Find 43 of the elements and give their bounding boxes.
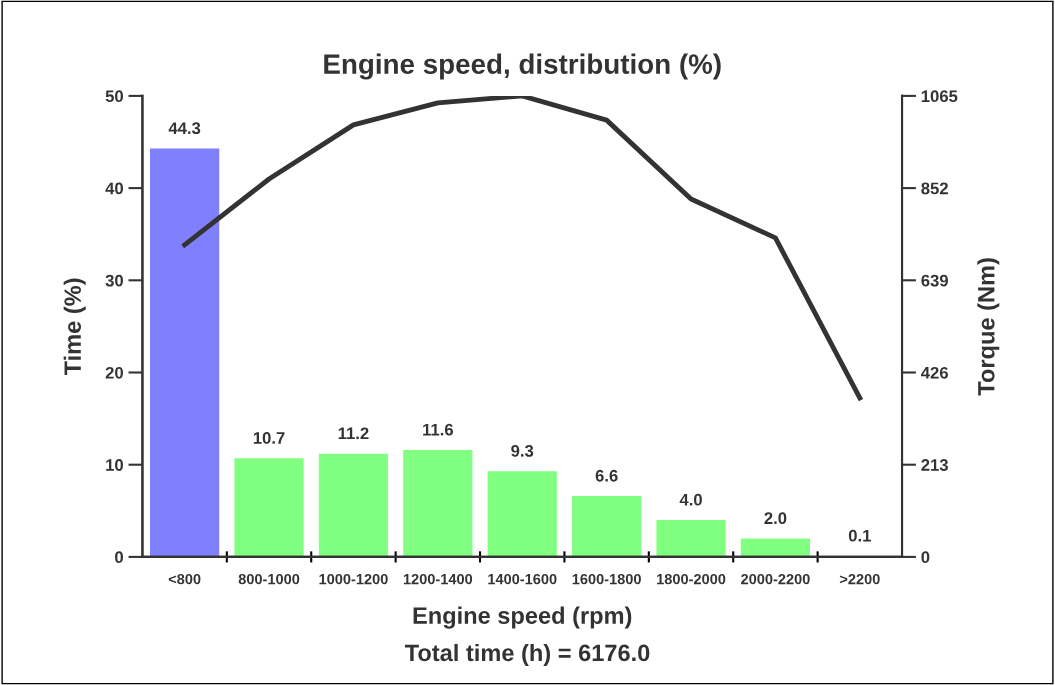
bar bbox=[150, 148, 220, 557]
bar bbox=[403, 449, 473, 557]
x-tick-label: >2200 bbox=[839, 573, 880, 585]
x-tick-label: 1000-1200 bbox=[319, 573, 388, 585]
bar bbox=[656, 520, 726, 557]
x-tick-label: 1600-1800 bbox=[572, 573, 641, 585]
x-tick-label: 2000-2200 bbox=[741, 573, 810, 585]
x-tick-label: <800 bbox=[168, 573, 201, 585]
y2-tick-label: 639 bbox=[921, 274, 948, 287]
x-tick-label: 1800-2000 bbox=[657, 573, 726, 585]
y-axis-title: Time (%) bbox=[63, 278, 86, 376]
chart-title: Engine speed, distribution (%) bbox=[324, 53, 721, 80]
y2-tick-label: 852 bbox=[921, 182, 948, 195]
x-tick-label: 1400-1600 bbox=[488, 573, 557, 585]
data-label: 44.3 bbox=[168, 122, 201, 135]
bar bbox=[740, 538, 811, 557]
y-tick-label: 50 bbox=[105, 90, 123, 103]
bar bbox=[318, 453, 389, 557]
x-axis-title: Engine speed (rpm) bbox=[413, 606, 632, 629]
y-tick-label: 30 bbox=[105, 274, 123, 287]
x-tick-label: 800-1000 bbox=[238, 573, 300, 585]
bar bbox=[572, 496, 642, 557]
y-tick-label: 20 bbox=[105, 366, 123, 379]
y2-tick-label: 1065 bbox=[921, 90, 958, 103]
y2-axis-title: Torque (Nm) bbox=[977, 258, 1000, 396]
y-tick-label: 0 bbox=[115, 551, 123, 564]
y-tick-label: 10 bbox=[106, 459, 123, 471]
x-tick-label: 1200-1400 bbox=[403, 573, 473, 585]
data-label: 4.0 bbox=[679, 493, 702, 506]
data-label: 10.7 bbox=[253, 432, 285, 444]
data-label: 9.3 bbox=[511, 444, 534, 457]
data-label: 0.1 bbox=[848, 529, 871, 542]
data-label: 11.2 bbox=[338, 427, 369, 440]
data-label: 2.0 bbox=[764, 512, 787, 525]
bar bbox=[487, 471, 557, 557]
y2-tick-label: 426 bbox=[921, 366, 948, 379]
y2-tick-label: 213 bbox=[921, 459, 948, 471]
data-label: 6.6 bbox=[595, 469, 618, 482]
data-label: 11.6 bbox=[423, 423, 453, 436]
y2-tick-label: 0 bbox=[921, 551, 930, 564]
y-tick-label: 40 bbox=[105, 182, 123, 195]
bar bbox=[234, 458, 304, 557]
text: Total time (h) = 6176.0 bbox=[404, 643, 650, 666]
